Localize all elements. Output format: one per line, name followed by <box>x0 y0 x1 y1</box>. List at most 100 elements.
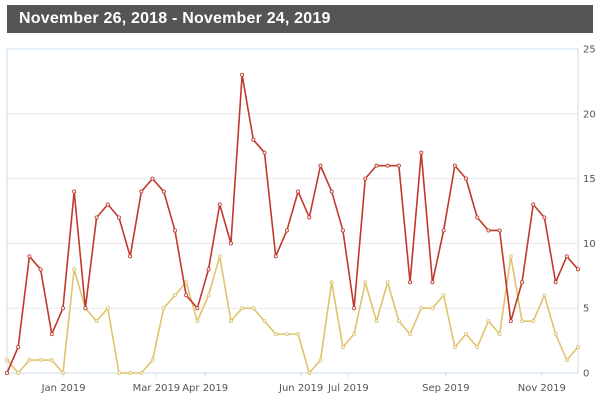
series-1-point[interactable] <box>49 332 54 337</box>
series-1-point[interactable] <box>206 267 211 272</box>
series-2-point[interactable] <box>139 370 144 375</box>
series-2-point[interactable] <box>329 280 334 285</box>
series-2-point[interactable] <box>452 345 457 350</box>
series-2-point[interactable] <box>340 345 345 350</box>
series-2-point[interactable] <box>352 332 357 337</box>
series-2-point[interactable] <box>128 370 133 375</box>
series-1-point[interactable] <box>508 319 513 324</box>
series-2-point[interactable] <box>508 254 513 259</box>
series-1-point[interactable] <box>318 163 323 168</box>
series-1-point[interactable] <box>116 215 121 220</box>
series-1-point[interactable] <box>5 370 10 375</box>
series-1-point[interactable] <box>161 189 166 194</box>
series-1-point[interactable] <box>531 202 536 207</box>
series-2-point[interactable] <box>150 358 155 363</box>
series-2-point[interactable] <box>172 293 177 298</box>
series-1-point[interactable] <box>564 254 569 259</box>
series-2-point[interactable] <box>49 358 54 363</box>
series-2-point[interactable] <box>161 306 166 311</box>
series-1-point[interactable] <box>284 228 289 233</box>
series-2-point[interactable] <box>206 293 211 298</box>
series-1-point[interactable] <box>430 280 435 285</box>
series-2-point[interactable] <box>72 267 77 272</box>
series-1-point[interactable] <box>520 280 525 285</box>
series-2-point[interactable] <box>385 280 390 285</box>
series-1-point[interactable] <box>441 228 446 233</box>
series-1-point[interactable] <box>228 241 233 246</box>
series-2-point[interactable] <box>284 332 289 337</box>
series-1-point[interactable] <box>553 280 558 285</box>
series-1-point[interactable] <box>352 306 357 311</box>
series-2-point[interactable] <box>396 319 401 324</box>
series-2-point[interactable] <box>296 332 301 337</box>
series-2-point[interactable] <box>441 293 446 298</box>
series-1-point[interactable] <box>184 293 189 298</box>
series-1-point[interactable] <box>150 176 155 181</box>
series-2-point[interactable] <box>228 319 233 324</box>
series-2-point[interactable] <box>318 358 323 363</box>
series-2-point[interactable] <box>564 358 569 363</box>
series-1-point[interactable] <box>396 163 401 168</box>
series-2-point[interactable] <box>486 319 491 324</box>
series-2-point[interactable] <box>363 280 368 285</box>
series-1-point[interactable] <box>419 150 424 155</box>
series-1-point[interactable] <box>60 306 65 311</box>
series-1-point[interactable] <box>486 228 491 233</box>
series-1-point[interactable] <box>83 306 88 311</box>
series-1-point[interactable] <box>475 215 480 220</box>
series-1-point[interactable] <box>363 176 368 181</box>
series-2-point[interactable] <box>217 254 222 259</box>
series-2-point[interactable] <box>116 370 121 375</box>
series-2-point[interactable] <box>5 358 10 363</box>
series-1-point[interactable] <box>374 163 379 168</box>
series-2-point[interactable] <box>497 332 502 337</box>
series-1-point[interactable] <box>105 202 110 207</box>
series-2-point[interactable] <box>531 319 536 324</box>
series-1-point[interactable] <box>385 163 390 168</box>
series-2-point[interactable] <box>105 306 110 311</box>
series-1-point[interactable] <box>452 163 457 168</box>
series-2-point[interactable] <box>464 332 469 337</box>
series-1-point[interactable] <box>240 72 245 77</box>
series-2-point[interactable] <box>251 306 256 311</box>
series-2-point[interactable] <box>419 306 424 311</box>
series-2-point[interactable] <box>273 332 278 337</box>
series-1-point[interactable] <box>251 137 256 142</box>
series-1-point[interactable] <box>542 215 547 220</box>
series-1-point[interactable] <box>128 254 133 259</box>
series-1-point[interactable] <box>16 345 21 350</box>
series-1-point[interactable] <box>464 176 469 181</box>
series-1-point[interactable] <box>139 189 144 194</box>
series-2-point[interactable] <box>430 306 435 311</box>
series-2-point[interactable] <box>576 345 581 350</box>
series-2-point[interactable] <box>262 319 267 324</box>
series-2-point[interactable] <box>240 306 245 311</box>
series-2-point[interactable] <box>94 319 99 324</box>
series-1-point[interactable] <box>273 254 278 259</box>
series-1-point[interactable] <box>307 215 312 220</box>
series-1-point[interactable] <box>217 202 222 207</box>
series-1-point[interactable] <box>262 150 267 155</box>
series-2-point[interactable] <box>184 280 189 285</box>
series-2-point[interactable] <box>542 293 547 298</box>
series-2-point[interactable] <box>16 370 21 375</box>
series-1-point[interactable] <box>94 215 99 220</box>
series-1-point[interactable] <box>38 267 43 272</box>
series-2-point[interactable] <box>475 345 480 350</box>
series-2-point[interactable] <box>408 332 413 337</box>
series-1-point[interactable] <box>27 254 32 259</box>
series-2-point[interactable] <box>27 358 32 363</box>
series-1-point[interactable] <box>576 267 581 272</box>
series-1-point[interactable] <box>195 306 200 311</box>
series-1-point[interactable] <box>340 228 345 233</box>
series-1-point[interactable] <box>497 228 502 233</box>
series-2-point[interactable] <box>38 358 43 363</box>
series-2-point[interactable] <box>374 319 379 324</box>
series-1-point[interactable] <box>329 189 334 194</box>
series-1-point[interactable] <box>72 189 77 194</box>
series-1-point[interactable] <box>296 189 301 194</box>
series-1-point[interactable] <box>408 280 413 285</box>
series-1-point[interactable] <box>172 228 177 233</box>
series-2-point[interactable] <box>195 319 200 324</box>
series-2-point[interactable] <box>520 319 525 324</box>
